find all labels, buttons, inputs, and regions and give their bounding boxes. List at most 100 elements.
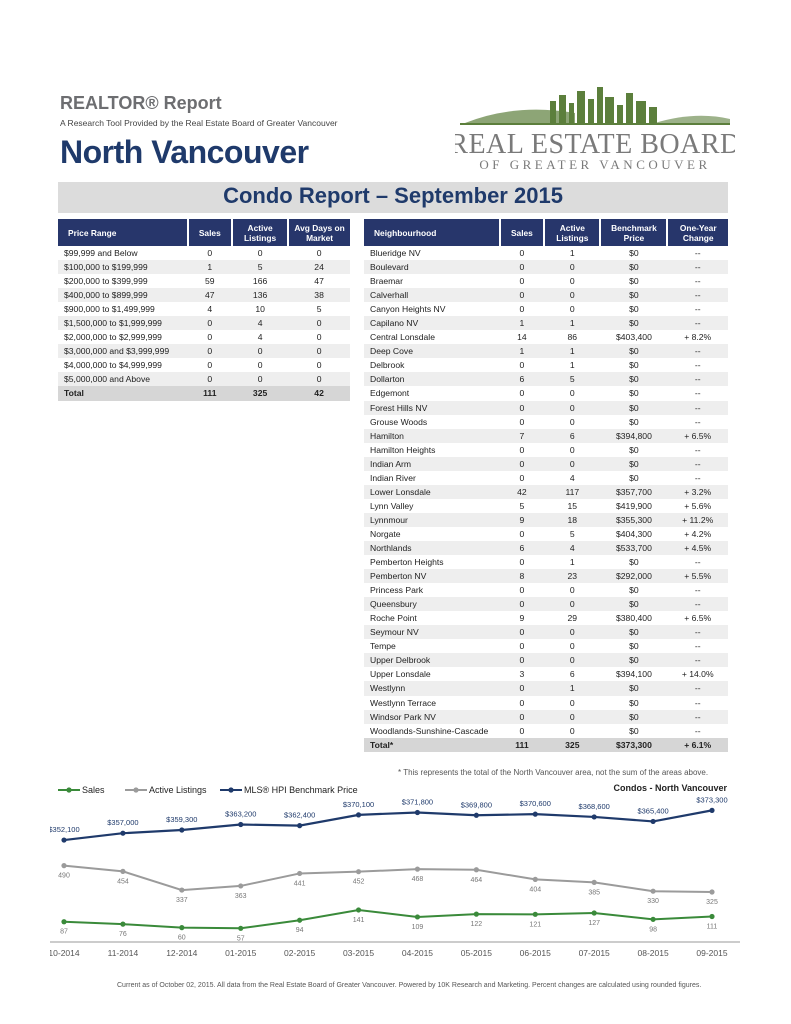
data-label: $370,600: [520, 799, 551, 808]
table-cell: 0: [499, 681, 545, 696]
table-cell: $99,999 and Below: [64, 248, 138, 259]
table-cell: Lynnmour: [364, 512, 500, 527]
table-cell: + 6.5%: [667, 428, 728, 443]
table-cell: --: [667, 288, 728, 303]
data-point: [61, 919, 67, 925]
total-cell: Total: [58, 386, 188, 401]
data-label: 60: [178, 935, 186, 942]
table-cell: 0: [499, 288, 545, 303]
data-label: $363,200: [225, 810, 256, 819]
table-cell: --: [694, 388, 701, 399]
data-point: [591, 814, 597, 820]
total-cell: 111: [187, 386, 233, 401]
table-cell: 0: [544, 288, 601, 303]
x-tick-label: 10-2014: [50, 948, 80, 958]
data-point: [473, 812, 479, 818]
table-cell: 7: [499, 428, 545, 443]
table-cell: --: [667, 260, 728, 275]
table-cell: --: [667, 344, 728, 359]
table-cell: 0: [544, 625, 601, 640]
table-cell: 0: [187, 344, 233, 359]
data-label: 76: [119, 931, 127, 938]
table-cell: 0: [519, 248, 525, 259]
x-tick-label: 08-2015: [637, 948, 668, 958]
table-cell: Queensbury: [364, 597, 500, 612]
legend-label: Active Listings: [149, 785, 207, 795]
table-cell: $533,700: [600, 540, 668, 556]
data-point: [297, 917, 303, 923]
table-cell: 0: [316, 248, 322, 259]
table-cell: --: [667, 456, 728, 471]
table-row: $4,000,000 to $4,999,999 0 0 0: [58, 358, 350, 372]
table-cell: --: [667, 709, 728, 724]
data-point: [650, 818, 656, 825]
table-cell: $0: [629, 304, 639, 315]
series-line: [63, 809, 713, 842]
logo-line2: OF GREATER VANCOUVER: [479, 157, 710, 172]
table-cell: Central Lonsdale: [370, 332, 435, 343]
data-label: 87: [60, 929, 68, 936]
table-cell: 0: [499, 260, 545, 275]
table-cell: 0: [544, 597, 601, 612]
table-cell: 4: [207, 304, 213, 315]
table-cell: $2,000,000 to $2,999,999: [64, 332, 162, 343]
data-label: 452: [353, 879, 365, 886]
table-cell: 4: [569, 472, 575, 483]
table-cell: 0: [519, 528, 525, 539]
total-cell: + 6.1%: [667, 737, 728, 752]
table-cell: Grouse Woods: [370, 416, 428, 427]
series-line: [63, 908, 713, 930]
table-cell: $3,000,000 and $3,999,999: [58, 344, 188, 359]
table-cell: --: [667, 316, 728, 331]
price-range-table: Price Range Sales Active Listings Avg Da…: [58, 219, 350, 401]
table-cell: 5: [232, 260, 289, 275]
table-cell: 0: [544, 709, 601, 724]
table-cell: 0: [519, 697, 525, 708]
table-row: Lynnmour 9 18 $355,300 + 11.2%: [364, 512, 728, 527]
table-cell: + 4.5%: [667, 540, 728, 556]
total-cell: 111: [499, 737, 545, 752]
table-cell: Windsor Park NV: [364, 709, 500, 724]
table-cell: Deep Cove: [364, 344, 500, 359]
data-point: [709, 807, 715, 813]
table-row: Pemberton NV 8 23 $292,000 + 5.5%: [364, 569, 728, 584]
table-row: Pemberton Heights 0 1 $0 --: [364, 555, 728, 569]
data-label: 111: [707, 924, 718, 931]
data-label: $369,800: [461, 800, 492, 809]
table-cell: 0: [187, 372, 233, 387]
data-point: [238, 925, 244, 931]
table-cell: Upper Delbrook: [364, 653, 500, 668]
table-cell: 0: [288, 372, 350, 387]
table-row: Canyon Heights NV 0 0 $0 --: [364, 302, 728, 316]
data-point: [120, 868, 126, 874]
data-point: [355, 869, 362, 875]
legend-label: MLS® HPI Benchmark Price: [244, 785, 358, 795]
report-title: REALTOR® Report: [60, 93, 222, 113]
table-cell: 6: [544, 428, 601, 443]
table-cell: 24: [288, 260, 350, 275]
col-price-range: Price Range: [58, 219, 189, 246]
table-cell: 0: [187, 316, 233, 331]
data-label: 141: [353, 917, 365, 924]
x-tick-label: 01-2015: [225, 948, 256, 958]
table-cell: $1,500,000 to $1,999,999: [58, 316, 188, 331]
data-label: 441: [294, 880, 306, 887]
table-cell: 38: [288, 288, 350, 303]
table-cell: 1: [569, 360, 575, 371]
data-point: [650, 888, 656, 894]
table-cell: 0: [519, 360, 525, 371]
table-cell: 5: [316, 304, 322, 315]
table-cell: 0: [499, 625, 545, 640]
data-point: [414, 809, 421, 816]
data-label: $365,400: [637, 806, 668, 815]
table-cell: $0: [600, 288, 668, 303]
table-cell: + 11.2%: [667, 512, 728, 527]
table-cell: --: [694, 444, 701, 455]
table-cell: Northlands: [364, 540, 500, 556]
table-cell: $0: [629, 388, 639, 399]
table-cell: 166: [252, 276, 268, 287]
table-cell: $292,000: [600, 569, 668, 584]
data-label: 454: [117, 878, 129, 885]
table-cell: --: [667, 372, 728, 387]
table-cell: 0: [232, 344, 289, 359]
